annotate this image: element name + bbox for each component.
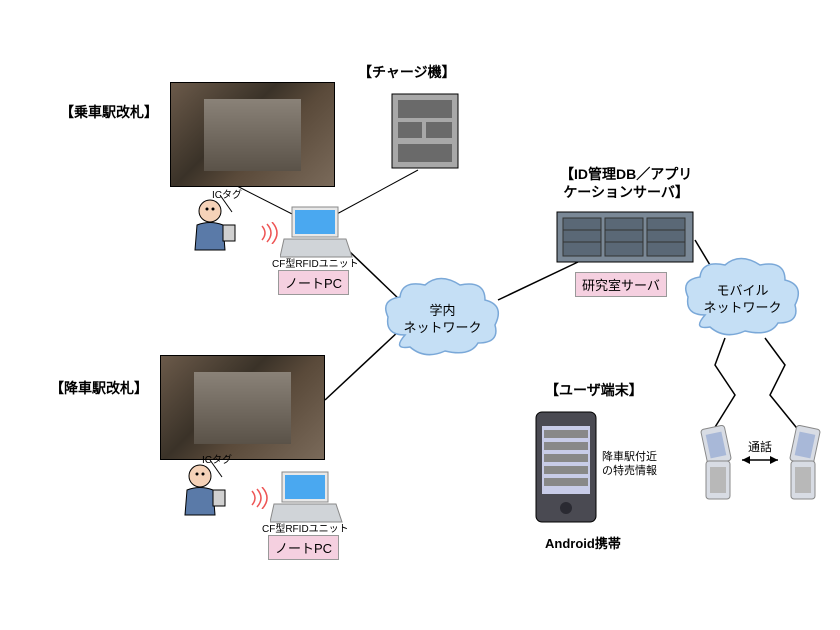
boarding-gate-photo [170,82,335,187]
label-charge-machine: 【チャージ機】 [358,62,456,82]
note-pc-label-2: ノートPC [268,535,339,560]
ic-tag-label-1: ICタグ [212,186,242,201]
cloud-campus: 学内 ネットワーク [380,275,505,370]
sale-info-label: 降車駅付近 の特売情報 [602,450,657,479]
db-line1: 【ID管理DB／アプリ [560,166,692,182]
label-boarding-gate: 【乗車駅改札】 [60,102,158,122]
db-line2: ケーションサーバ】 [563,184,689,200]
android-phone-icon [530,408,602,533]
rfid-unit-label-1: CF型RFIDユニット [272,255,359,270]
label-alighting-gate: 【降車駅改札】 [50,378,148,398]
rfid-unit-label-2: CF型RFIDユニット [262,520,349,535]
label-db-server: 【ID管理DB／アプリ ケーションサーバ】 [560,165,692,201]
flip-phone-icon-2 [783,425,823,508]
rfid-wave-icon-2 [248,487,270,514]
lab-server-label: 研究室サーバ [575,272,667,297]
cloud-mobile-text: モバイル ネットワーク [680,283,805,317]
flip-phone-icon-1 [698,425,738,508]
user-icon-1 [185,195,245,260]
rfid-wave-icon-1 [258,222,280,249]
cloud-campus-text: 学内 ネットワーク [380,303,505,337]
label-user-terminal: 【ユーザ端末】 [545,380,643,400]
cloud-mobile: モバイル ネットワーク [680,255,805,350]
user-icon-2 [175,460,235,525]
note-pc-label-1: ノートPC [278,270,349,295]
charge-machine-icon [390,92,460,170]
ic-tag-label-2: ICタグ [202,451,232,466]
android-label: Android携帯 [545,533,621,552]
alighting-gate-photo [160,355,325,460]
call-label: 通話 [748,438,772,455]
server-icon [555,210,695,270]
